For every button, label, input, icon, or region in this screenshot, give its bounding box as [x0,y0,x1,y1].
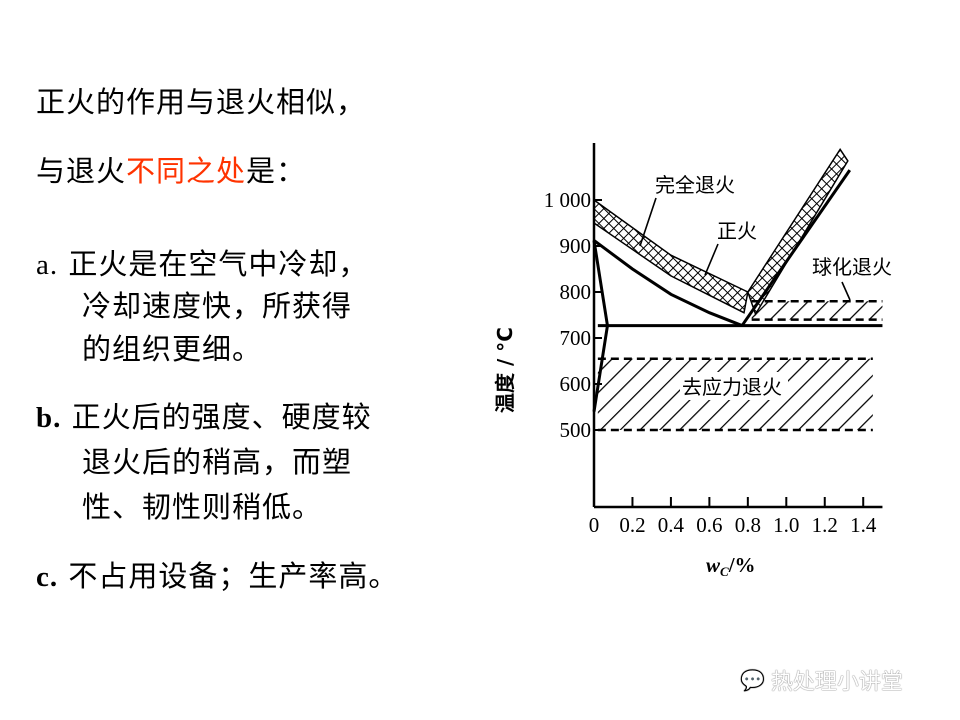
x-tick-label: 1.0 [773,513,799,537]
item-a-line-1: 正火是在空气中冷却， [68,247,369,281]
x-tick-label: 0.2 [619,513,645,537]
line-ferrite_left [592,240,609,412]
slide-line-2: 与退火不同之处是： [36,157,306,186]
y-axis-label: 温度 / °C [493,327,517,413]
line-A3 [593,239,743,327]
x-tick-label: 0 [589,513,600,537]
item-a-marker: a. [36,249,59,281]
leader-spheroidize [841,281,851,301]
label-stress-relief: 去应力退火 [682,375,782,399]
leader-normalize [704,243,719,276]
x-tick-label: 0.8 [735,513,761,537]
line-Acm [740,169,851,327]
y-tick-label: 1 000 [544,188,591,212]
label-normalize: 正火 [717,219,757,243]
item-b-marker: b. [36,402,62,434]
label-full-anneal: 完全退火 [655,173,735,197]
item-c-line-1: 不占用设备；生产率高。 [68,559,399,593]
region-1 [747,148,849,316]
item-b-line-1: 正火后的强度、硬度较 [71,400,372,434]
item-b-line-3: 性、韧性则稍低。 [82,490,323,524]
y-tick-label: 800 [560,280,592,304]
watermark: 💬 热处理小讲堂 [740,664,903,696]
item-a: a. 正火是在空气中冷却， [36,250,368,280]
item-c: c. 不占用设备；生产率高。 [36,562,398,592]
x-tick-label: 1.4 [850,513,877,537]
line2-highlight: 不同之处 [126,154,247,188]
line2-pre: 与退火 [36,154,127,188]
slide-line-1: 正火的作用与退火相似， [36,85,367,119]
label-spheroidize: 球化退火 [812,255,892,279]
item-b: b. 正火后的强度、硬度较 [36,403,372,433]
x-tick-label: 0.4 [658,513,685,537]
y-tick-label: 600 [560,372,592,396]
line2-post: 是： [246,154,307,188]
x-tick-label: 0.6 [696,513,722,537]
leader-full-anneal [639,197,657,247]
item-b-line-2: 退火后的稍高，而塑 [82,445,353,479]
watermark-text: 热处理小讲堂 [770,670,903,695]
x-tick-label: 1.2 [812,513,838,537]
region-2 [751,301,883,320]
y-tick-label: 700 [560,326,592,350]
item-a-line-2: 冷却速度快，所获得 [82,289,353,323]
item-a-line-3: 的组织更细。 [82,332,263,366]
y-tick-label: 900 [560,234,592,258]
y-tick-label: 500 [560,418,592,442]
x-axis-label: wC/% [706,553,756,579]
wechat-icon: 💬 [740,668,765,692]
item-c-marker: c. [36,561,59,593]
